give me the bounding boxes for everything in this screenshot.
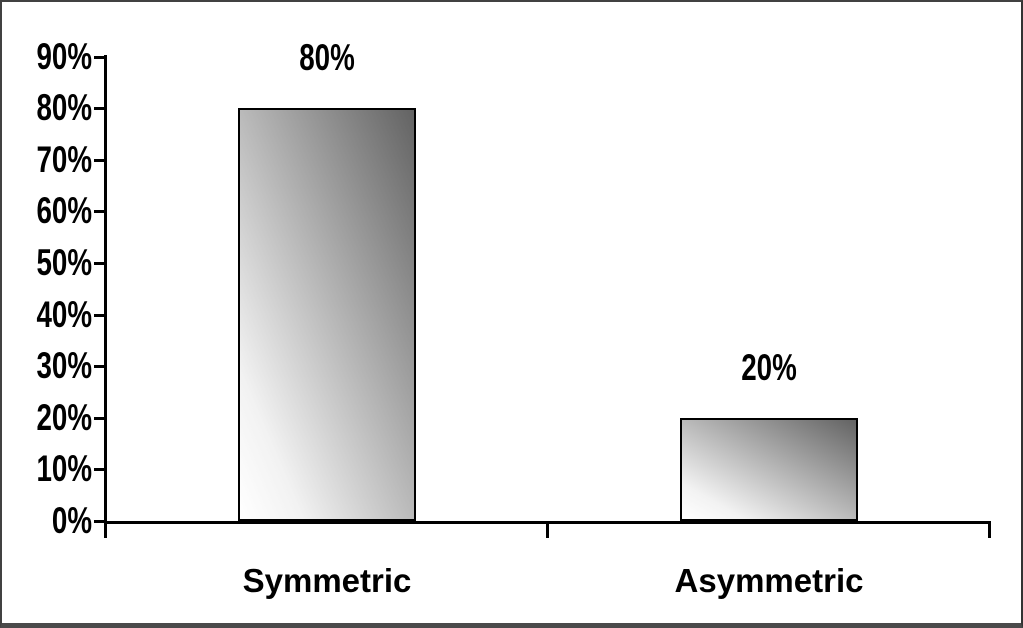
x-axis-mid-tick: [546, 521, 549, 538]
y-tick-mark: [94, 520, 105, 523]
x-category-label: Symmetric: [242, 562, 412, 599]
y-tick-label: 10%: [36, 448, 92, 490]
y-tick-mark: [94, 107, 105, 111]
y-tick-label: 50%: [36, 242, 92, 283]
y-tick-mark: [94, 55, 105, 59]
y-tick-label: 20%: [36, 396, 92, 438]
y-tick-label: 70%: [36, 138, 92, 180]
y-tick-mark: [94, 313, 105, 317]
y-tick-mark: [94, 468, 105, 472]
y-tick-mark: [94, 416, 105, 420]
y-tick-label: 60%: [36, 190, 92, 232]
y-tick-label: 80%: [36, 87, 92, 129]
y-tick-mark: [94, 365, 105, 369]
y-tick-label: 40%: [36, 293, 92, 335]
y-tick-label: 0%: [51, 500, 92, 541]
bar-symmetric: [238, 108, 416, 521]
x-axis-end-tick: [988, 521, 991, 538]
bar-value-label: 80%: [299, 37, 355, 79]
y-tick-mark: [94, 262, 105, 265]
x-category-label: Asymmetric: [674, 562, 864, 599]
y-tick-mark: [94, 210, 105, 214]
y-tick-mark: [94, 158, 105, 162]
bar-asymmetric: [680, 417, 858, 521]
y-tick-label: 30%: [36, 345, 92, 387]
y-axis-line: [104, 55, 107, 538]
bar-value-label: 20%: [741, 346, 797, 388]
y-tick-label: 90%: [36, 35, 92, 77]
